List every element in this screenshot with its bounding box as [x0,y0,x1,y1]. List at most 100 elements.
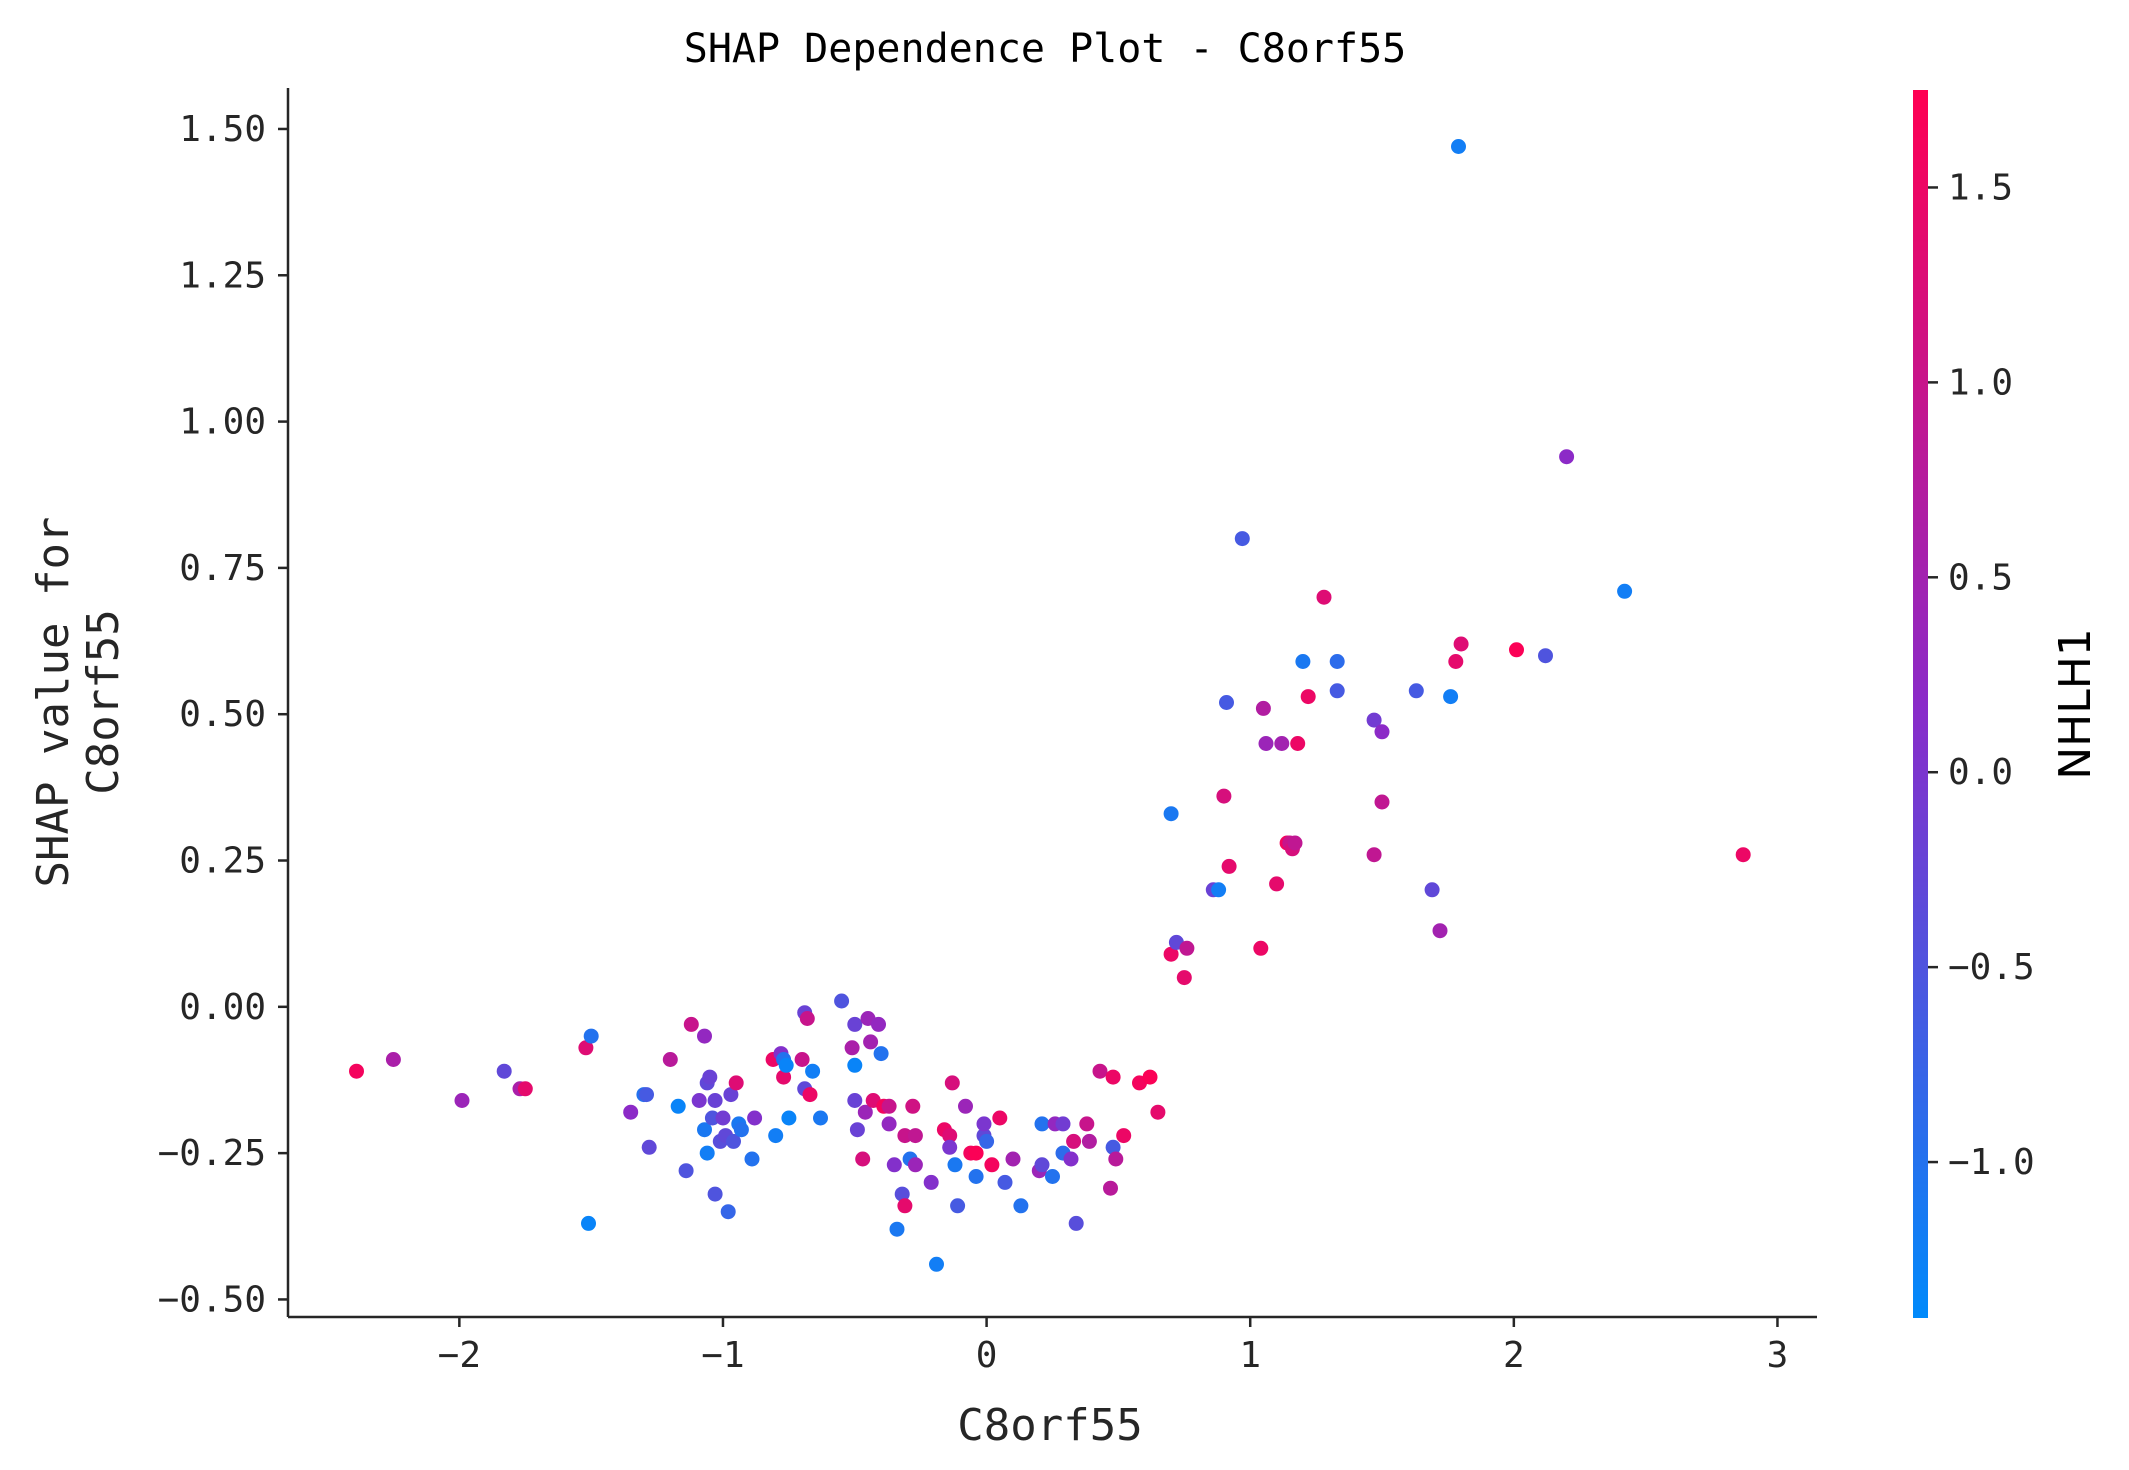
scatter-point [1142,1069,1158,1085]
scatter-point [662,1052,678,1067]
scatter-point [1300,689,1316,705]
y-axis-label: SHAP value for C8orf55 [28,517,129,888]
x-axis-label: C8orf55 [957,1400,1142,1451]
x-tick-label: 1 [1239,1335,1261,1376]
scatter-point [1005,1151,1021,1167]
scatter-point [639,1087,654,1103]
scatter-point [950,1198,966,1214]
scatter-point [744,1151,760,1167]
colorbar-tick-label: 0.5 [1948,557,2013,598]
scatter-point [794,1052,810,1067]
colorbar-gradient [1913,90,1928,1318]
scatter-point [1079,1116,1095,1132]
x-tick-label: −1 [701,1335,744,1376]
scatter-point [979,1133,995,1149]
scatter-point [907,1128,923,1144]
colorbar-tick-label: −1.0 [1948,1142,2035,1183]
y-tick-label: −0.50 [158,1279,266,1320]
scatter-point [907,1157,923,1173]
scatter-point [1211,882,1227,898]
scatter-point [992,1110,1008,1126]
colorbar: −1.0 −0.5 0.0 0.5 1.0 1.5 [1913,90,2035,1318]
x-axis: −2 −1 0 1 2 3 [288,1315,1817,1376]
scatter-point [984,1157,1000,1173]
scatter-point [897,1198,913,1214]
scatter-point [1081,1133,1097,1149]
scatter-point [873,1046,889,1062]
scatter-point [863,1034,879,1050]
scatter-point [929,1256,944,1272]
scatter-point [349,1063,364,1079]
scatter-point [1274,736,1290,751]
scatter-point [1329,683,1345,699]
scatter-point [1366,712,1382,728]
scatter-point [802,1087,818,1103]
scatter-point [847,1057,863,1073]
scatter-point [678,1163,694,1179]
colorbar-tick-label: 1.0 [1948,362,2013,403]
scatter-point [886,1157,902,1173]
scatter-point [1066,1133,1082,1149]
scatter-point [691,1093,707,1108]
scatter-point [1221,858,1237,874]
scatter-point [834,993,850,1009]
scatter-point [855,1151,871,1167]
scatter-point [942,1139,958,1155]
scatter-point [1103,1180,1118,1196]
scatter-point [697,1122,712,1138]
scatter-point [1163,946,1179,962]
scatter-point [1034,1157,1050,1173]
scatter-point [881,1116,897,1132]
scatter-point [581,1215,596,1231]
scatter-point [781,1110,797,1126]
scatter-point [1451,139,1466,154]
y-tick-label: 1.50 [179,109,266,150]
scatter-point [1063,1151,1079,1167]
scatter-point [1735,847,1751,863]
scatter-point [1443,689,1459,705]
scatter-point [720,1204,736,1220]
colorbar-tick-label: 0.0 [1948,752,2013,793]
scatter-point [1255,700,1271,716]
scatter-point [1105,1069,1121,1085]
scatter-point [1448,654,1464,669]
scatter-point [944,1075,960,1091]
scatter-point [844,1040,860,1056]
scatter-point [1374,794,1390,810]
scatter-point [1013,1198,1029,1214]
scatter-point [517,1081,533,1097]
scatter-point [1034,1116,1050,1132]
y-tick-label: −0.25 [158,1133,266,1174]
x-tick-label: 2 [1503,1335,1525,1376]
scatter-point [704,1110,720,1126]
scatter-point [454,1093,470,1108]
scatter-point [670,1098,686,1114]
scatter-point [728,1075,744,1091]
chart-title: SHAP Dependence Plot - C8orf55 [684,26,1406,72]
scatter-point [968,1169,984,1184]
scatter-point [1432,923,1448,939]
scatter-point [707,1093,723,1108]
scatter-point [1559,449,1575,465]
scatter-point [776,1069,792,1085]
y-tick-label: 0.25 [179,841,266,882]
scatter-point [699,1145,715,1161]
y-axis-label-line-1: SHAP value for [28,517,79,888]
scatter-point [768,1128,784,1144]
y-tick-label: 0.00 [179,987,266,1028]
scatter-point [1163,806,1179,822]
scatter-point [1538,648,1553,664]
scatter-point [578,1040,594,1056]
scatter-point [1068,1215,1084,1231]
scatter-point [897,1128,913,1144]
scatter-point [1258,736,1274,751]
y-tick-label: 0.50 [179,694,266,735]
colorbar-ticks: −1.0 −0.5 0.0 0.5 1.0 1.5 [1928,167,2035,1183]
scatter-point [976,1116,992,1132]
scatter-point [1453,636,1469,652]
y-tick-label: 1.00 [179,402,266,443]
scatter-point [947,1157,963,1173]
scatter-point [1253,940,1269,956]
scatter-point [641,1139,657,1155]
x-tick-label: 0 [976,1335,998,1376]
